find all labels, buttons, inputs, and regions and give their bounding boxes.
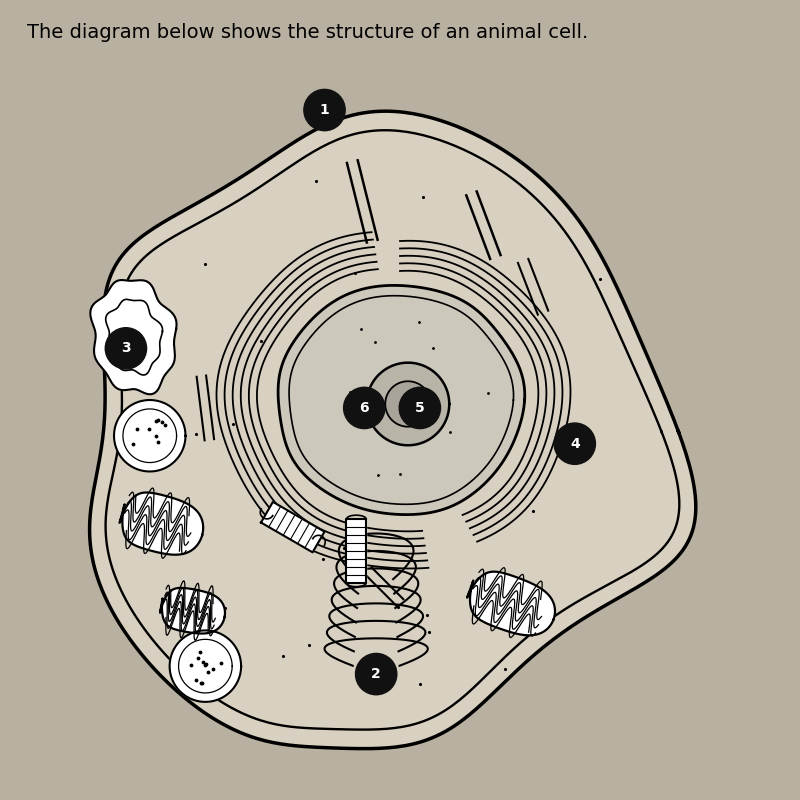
Text: 5: 5 bbox=[415, 401, 425, 415]
Circle shape bbox=[106, 328, 146, 369]
Polygon shape bbox=[261, 502, 325, 552]
Polygon shape bbox=[160, 588, 225, 634]
Circle shape bbox=[304, 90, 345, 130]
Polygon shape bbox=[366, 362, 450, 446]
Circle shape bbox=[554, 423, 595, 464]
Text: 3: 3 bbox=[121, 342, 130, 355]
Polygon shape bbox=[90, 111, 696, 749]
Polygon shape bbox=[467, 572, 555, 635]
Text: 6: 6 bbox=[359, 401, 369, 415]
Polygon shape bbox=[170, 630, 241, 702]
Polygon shape bbox=[90, 280, 177, 394]
Polygon shape bbox=[120, 493, 203, 554]
Text: 1: 1 bbox=[320, 103, 330, 117]
Polygon shape bbox=[278, 286, 525, 514]
Text: 4: 4 bbox=[570, 437, 580, 450]
Polygon shape bbox=[386, 382, 430, 426]
Circle shape bbox=[399, 387, 441, 429]
Polygon shape bbox=[114, 400, 186, 471]
Polygon shape bbox=[346, 519, 366, 582]
Text: 2: 2 bbox=[371, 667, 381, 681]
Text: The diagram below shows the structure of an animal cell.: The diagram below shows the structure of… bbox=[26, 22, 588, 42]
Circle shape bbox=[343, 387, 385, 429]
Circle shape bbox=[355, 654, 397, 694]
